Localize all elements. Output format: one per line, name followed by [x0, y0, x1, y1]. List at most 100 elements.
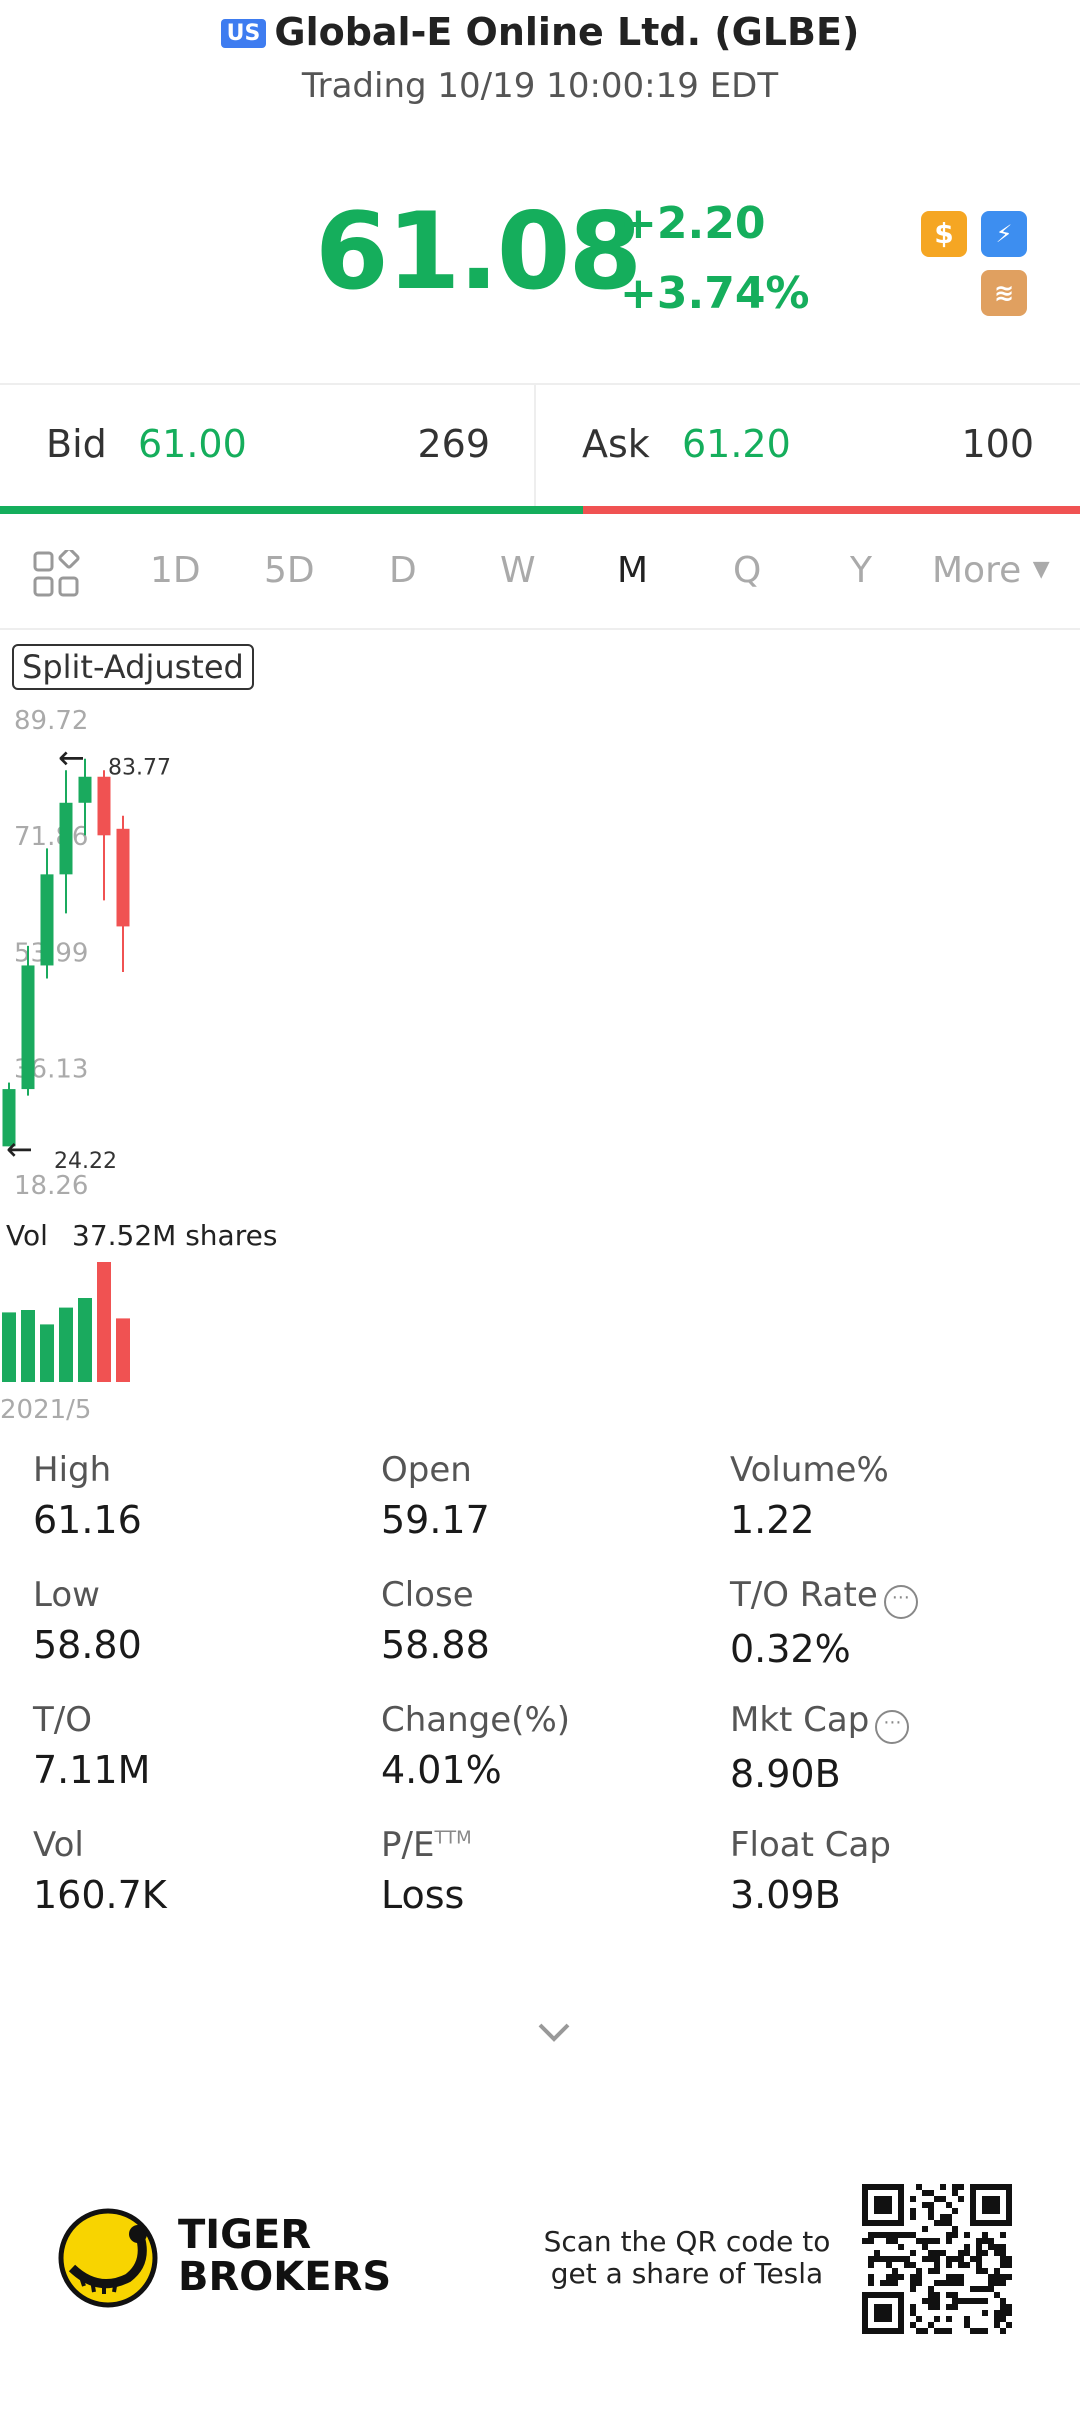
price-change: +2.20: [620, 198, 766, 249]
ask-label: Ask: [582, 422, 650, 466]
stat-value: 0.32%: [730, 1627, 851, 1671]
stat-label: Volume%: [730, 1450, 889, 1490]
arrow-left-icon: ←: [6, 1130, 33, 1168]
stat-label-text: High: [33, 1450, 112, 1490]
y-tick-label: 89.72: [14, 706, 88, 736]
stat-item: Volume% 1.22: [730, 1450, 889, 1542]
qr-caption-line-2: get a share of Tesla: [550, 2257, 824, 2290]
stat-item: High 61.16: [33, 1450, 142, 1542]
stat-item: P/ETTM Loss: [381, 1825, 472, 1917]
stat-label-text: P/E: [381, 1825, 435, 1865]
stat-value: 1.22: [730, 1498, 815, 1542]
volume-bar: [116, 1318, 130, 1382]
ask-price: 61.20: [682, 422, 791, 466]
chevron-down-icon[interactable]: [536, 2020, 572, 2044]
tab-m[interactable]: M: [617, 550, 649, 591]
layers-icon[interactable]: ≋: [981, 270, 1027, 316]
dollar-icon[interactable]: $: [921, 211, 967, 257]
stat-value: 61.16: [33, 1498, 142, 1542]
stat-label: Vol: [33, 1825, 167, 1865]
volume-bar: [97, 1262, 111, 1382]
last-price: 61.08: [315, 190, 642, 313]
stat-value: 58.80: [33, 1623, 142, 1667]
more-info-icon[interactable]: ⋯: [875, 1710, 910, 1744]
stat-value: 8.90B: [730, 1752, 841, 1796]
stat-label-text: Change(%): [381, 1700, 571, 1740]
brand-line-2: BROKERS: [178, 2254, 392, 2300]
tab-y[interactable]: Y: [850, 550, 872, 591]
market-badge: US: [220, 19, 267, 48]
stat-value: 59.17: [381, 1498, 490, 1542]
stat-item: Change(%) 4.01%: [381, 1700, 570, 1792]
bid-panel[interactable]: Bid 61.00 269: [0, 384, 534, 506]
lightning-icon[interactable]: ⚡: [981, 211, 1027, 257]
stat-label: T/O Rate ⋯: [730, 1575, 918, 1619]
stat-value: 58.88: [381, 1623, 490, 1667]
divider: [0, 383, 1080, 385]
tab-5d[interactable]: 5D: [264, 550, 315, 591]
stat-item: Low 58.80: [33, 1575, 142, 1667]
stat-label-text: Open: [381, 1450, 472, 1490]
more-info-icon[interactable]: ⋯: [883, 1585, 918, 1619]
ask-size: 100: [961, 422, 1034, 466]
stat-value: 7.11M: [33, 1748, 151, 1792]
tabs-divider: [0, 628, 1080, 630]
volume-bar: [40, 1324, 54, 1382]
bid-ratio-fill: [0, 506, 584, 514]
candle-body: [97, 776, 111, 836]
stat-item: Float Cap 3.09B: [730, 1825, 891, 1917]
tab-q[interactable]: Q: [733, 550, 762, 591]
y-tick-label: 71.86: [14, 822, 88, 852]
max-price-label: 83.77: [108, 756, 171, 781]
x-axis-label: 2021/5: [0, 1395, 91, 1425]
bid-ask-ratio-bar: [0, 506, 1080, 514]
brand-line-1: TIGER: [178, 2212, 312, 2258]
stat-label-text: Vol: [33, 1825, 84, 1865]
tab-d[interactable]: D: [389, 550, 417, 591]
period-tabs: 1D 5D D W M Q Y More ▼: [0, 520, 1080, 630]
split-adjusted-badge[interactable]: Split-Adjusted: [12, 644, 254, 690]
chevron-down-icon: ▼: [1032, 557, 1050, 582]
bid-ask-separator: [534, 384, 536, 506]
candlestick-chart[interactable]: 89.72 71.86 53.99 36.13 18.26 ← 83.77 ← …: [0, 0, 1080, 1430]
qr-caption-line-1: Scan the QR code to: [543, 2225, 831, 2258]
brand-name: TIGER BROKERS: [178, 2214, 391, 2298]
stat-item: T/O 7.11M: [33, 1700, 150, 1792]
volume-bar: [78, 1298, 92, 1382]
tab-1d[interactable]: 1D: [150, 550, 201, 591]
stat-label: Change(%): [381, 1700, 570, 1740]
candle-body: [21, 965, 35, 1090]
stat-label: Mkt Cap ⋯: [730, 1700, 910, 1744]
bid-label: Bid: [46, 422, 107, 466]
stock-title: US Global-E Online Ltd. (GLBE): [0, 10, 1080, 54]
candle-body: [116, 828, 130, 927]
qr-caption: Scan the QR code to get a share of Tesla: [540, 2226, 834, 2290]
more-label: More: [932, 550, 1022, 591]
tiger-logo: [58, 2208, 158, 2308]
candle-body: [78, 776, 92, 803]
stat-value: 3.09B: [730, 1873, 841, 1917]
stat-value: 160.7K: [33, 1873, 167, 1917]
tab-w[interactable]: W: [500, 550, 536, 591]
candle-body: [59, 802, 73, 875]
bid-size: 269: [417, 422, 490, 466]
grid-icon[interactable]: [32, 550, 80, 598]
stat-item: Mkt Cap ⋯ 8.90B: [730, 1700, 910, 1796]
stock-name: Global-E Online Ltd. (GLBE): [274, 10, 860, 54]
candle-body: [2, 1089, 16, 1147]
tab-more[interactable]: More ▼: [932, 550, 1050, 591]
stat-label-text: Low: [33, 1575, 100, 1615]
volume-bar: [2, 1312, 16, 1382]
y-tick-label: 18.26: [14, 1171, 88, 1201]
stat-label: Close: [381, 1575, 490, 1615]
stat-label: High: [33, 1450, 142, 1490]
stat-label-text: Mkt Cap: [730, 1700, 870, 1740]
qr-code: [862, 2184, 1012, 2334]
stat-label-text: Volume%: [730, 1450, 889, 1490]
bid-price: 61.00: [138, 422, 247, 466]
stat-item: Close 58.88: [381, 1575, 490, 1667]
volume-value: 37.52M shares: [72, 1219, 277, 1252]
ask-panel[interactable]: Ask 61.20 100: [536, 384, 1080, 506]
stat-item: Vol 160.7K: [33, 1825, 167, 1917]
arrow-left-icon: ←: [58, 739, 85, 777]
